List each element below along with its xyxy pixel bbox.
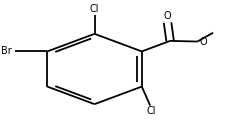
Text: O: O: [163, 11, 171, 21]
Text: Cl: Cl: [89, 4, 99, 14]
Text: Cl: Cl: [146, 106, 155, 116]
Text: Br: Br: [1, 46, 11, 56]
Text: O: O: [198, 37, 206, 47]
